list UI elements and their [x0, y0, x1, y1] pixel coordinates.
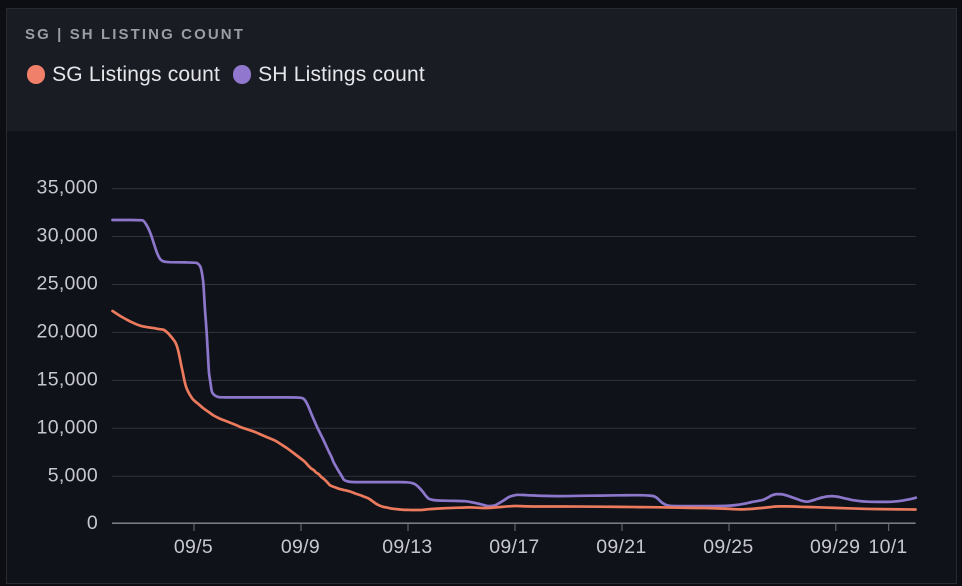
svg-text:09/9: 09/9: [281, 536, 320, 558]
svg-text:09/29: 09/29: [810, 536, 860, 558]
svg-text:5,000: 5,000: [48, 464, 98, 486]
svg-text:25,000: 25,000: [37, 273, 98, 295]
svg-text:10,000: 10,000: [37, 416, 98, 438]
svg-text:30,000: 30,000: [37, 225, 98, 247]
svg-text:10/1: 10/1: [868, 536, 907, 558]
svg-text:35,000: 35,000: [37, 177, 98, 199]
svg-text:09/17: 09/17: [489, 536, 539, 558]
svg-text:15,000: 15,000: [37, 368, 98, 390]
svg-text:09/21: 09/21: [596, 536, 646, 558]
svg-text:09/25: 09/25: [703, 536, 753, 558]
svg-text:09/13: 09/13: [382, 536, 432, 558]
svg-text:09/5: 09/5: [174, 536, 213, 558]
svg-text:20,000: 20,000: [37, 320, 98, 342]
svg-text:0: 0: [87, 512, 98, 534]
